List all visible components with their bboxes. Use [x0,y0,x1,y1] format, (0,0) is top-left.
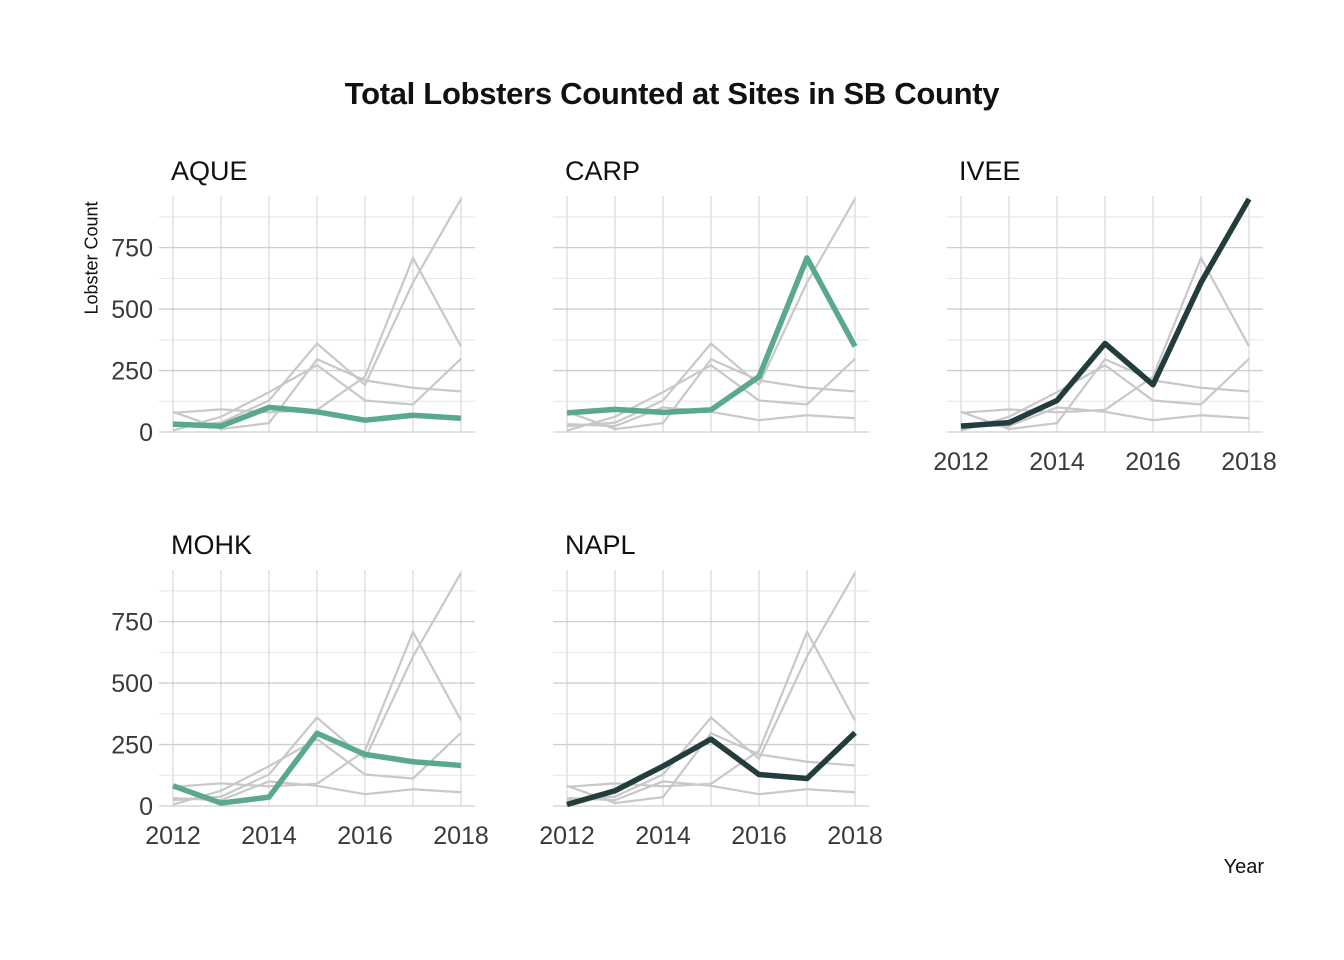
panel-title: AQUE [171,156,248,186]
panel-mohk: MOHK 0 250 500 750 2012 2014 2016 2018 [111,530,489,850]
background-series-line [172,572,462,802]
x-tick-label: 2016 [731,822,787,850]
background-series-line [566,198,856,428]
y-tick-label: 250 [111,732,153,760]
panel-title: CARP [565,156,640,186]
x-tick-label: 2014 [241,822,297,850]
background-series-line [960,357,1250,431]
chart-title: Total Lobsters Counted at Sites in SB Co… [344,76,1000,111]
background-series-line [172,780,462,802]
background-series-line [566,357,856,431]
background-series-line [172,629,462,788]
y-tick-label: 500 [111,670,153,698]
x-tick-label: 2018 [1221,448,1277,476]
background-series-line [960,255,1250,414]
background-series-line [566,357,856,432]
y-tick-label: 750 [111,235,153,263]
background-series-line [566,629,856,788]
background-series-line [566,731,856,805]
background-series-line [566,572,856,802]
y-tick-label: 500 [111,296,153,324]
x-tick-label: 2014 [1029,448,1085,476]
background-series-line [566,780,856,802]
panel-napl: NAPL 2012 2014 2016 2018 [539,530,883,850]
panel-title: MOHK [171,530,252,560]
background-series-line [172,198,462,428]
panel-carp: CARP [553,156,869,433]
x-tick-label: 2016 [337,822,393,850]
x-tick-label: 2012 [145,822,201,850]
panel-aque: AQUE 0 250 500 750 [111,156,475,447]
panel-title: IVEE [959,156,1021,186]
y-tick-label: 750 [111,609,153,637]
background-series-line [960,357,1250,432]
x-tick-label: 2018 [827,822,883,850]
background-series-line [172,357,462,432]
x-tick-label: 2014 [635,822,691,850]
x-axis-label: Year [1223,856,1264,878]
panel-ivee: IVEE 2012 2014 2016 2018 [933,156,1277,476]
x-tick-label: 2012 [539,822,595,850]
panel-title: NAPL [565,530,636,560]
background-series-line [960,406,1250,428]
background-series-line [172,731,462,806]
y-tick-label: 250 [111,358,153,386]
x-tick-label: 2012 [933,448,989,476]
background-series-line [172,357,462,431]
y-tick-label: 0 [139,419,153,447]
x-tick-label: 2018 [433,822,489,850]
x-tick-label: 2016 [1125,448,1181,476]
y-tick-label: 0 [139,793,153,821]
